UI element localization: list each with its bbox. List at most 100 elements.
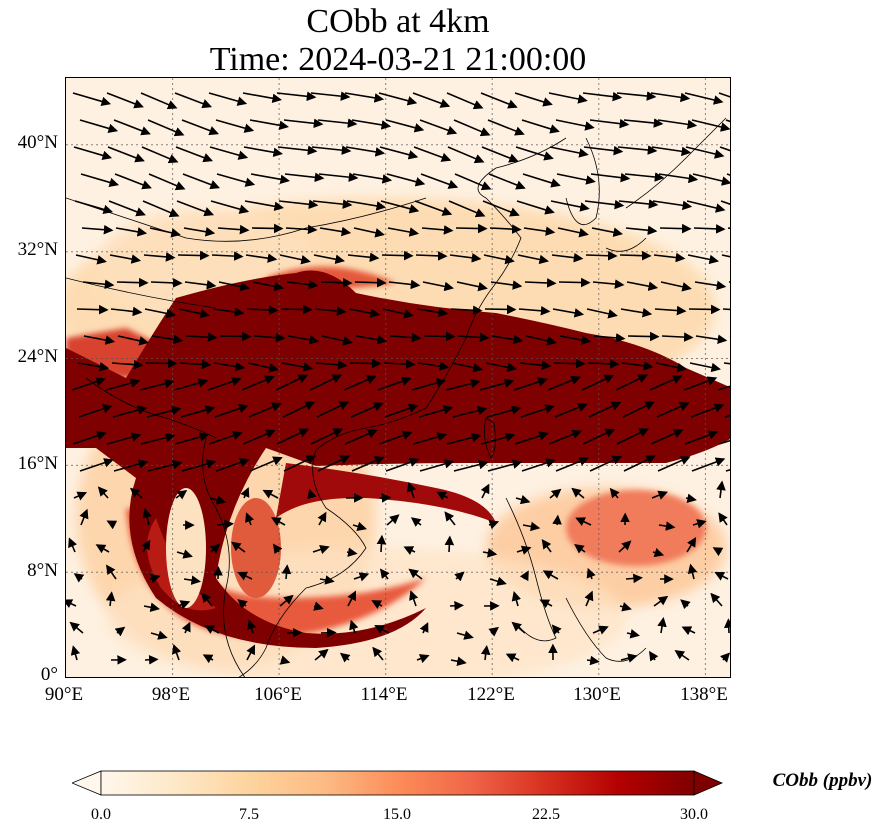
wind-arrow	[650, 92, 691, 103]
wind-arrow	[314, 306, 347, 316]
wind-arrow	[317, 118, 358, 128]
wind-arrow	[314, 648, 329, 661]
colorbar-extend-max	[693, 770, 723, 796]
wind-arrow	[723, 362, 730, 365]
wind-arrow	[413, 146, 452, 162]
wind-arrow	[511, 621, 526, 634]
wind-vectors	[66, 91, 730, 666]
wind-arrow	[175, 489, 188, 500]
wind-arrow	[403, 546, 416, 555]
wind-arrow	[454, 571, 465, 582]
wind-arrow	[319, 226, 352, 237]
colorbar-gradient	[100, 770, 695, 796]
wind-arrow	[172, 643, 182, 661]
wind-arrow	[446, 432, 482, 445]
wind-arrow	[355, 335, 388, 345]
wind-arrow	[559, 335, 592, 345]
wind-arrow	[140, 432, 176, 445]
wind-arrow	[213, 361, 246, 372]
wind-arrow	[215, 457, 250, 472]
wind-arrow	[106, 520, 118, 530]
wind-arrow	[419, 119, 458, 135]
wind-arrow	[554, 402, 588, 418]
wind-arrow	[176, 200, 214, 217]
wind-arrow	[277, 145, 318, 156]
wind-arrow	[541, 539, 552, 553]
wind-arrow	[444, 511, 456, 526]
wind-arrow	[108, 200, 146, 217]
wind-arrow	[315, 360, 348, 370]
wind-arrow	[622, 401, 656, 418]
wind-arrow	[388, 279, 421, 290]
wind-arrow	[449, 600, 464, 611]
wind-arrow	[284, 172, 325, 183]
wind-arrow	[514, 431, 549, 445]
wind-arrow	[590, 172, 631, 183]
wind-arrow	[555, 456, 589, 472]
wind-arrow	[68, 537, 78, 553]
wind-arrow	[555, 119, 595, 131]
wind-arrow	[693, 224, 726, 234]
wind-arrow	[243, 146, 283, 158]
wind-arrow	[525, 335, 557, 346]
wind-arrow	[247, 619, 257, 634]
wind-arrow	[686, 200, 726, 213]
wind-arrow	[246, 305, 279, 315]
wind-arrow	[204, 625, 220, 634]
wind-arrow	[386, 173, 426, 187]
wind-arrow	[244, 200, 284, 212]
wind-arrow	[79, 119, 119, 134]
wind-arrow	[694, 280, 727, 291]
wind-arrow	[106, 432, 142, 445]
wind-arrow	[718, 92, 730, 98]
wind-arrow	[80, 173, 120, 188]
wind-arrow	[422, 281, 454, 292]
wind-arrow	[652, 200, 693, 211]
wind-arrow	[657, 617, 667, 634]
wind-arrow	[105, 378, 141, 391]
wind-arrow	[720, 652, 730, 663]
map-plot-area	[65, 77, 731, 678]
wind-arrow	[486, 405, 522, 418]
wind-arrow	[489, 576, 507, 586]
wind-arrow	[574, 543, 586, 554]
wind-arrow	[586, 308, 618, 319]
wind-arrow	[114, 173, 152, 190]
wind-arrow	[182, 173, 220, 190]
wind-arrow	[209, 495, 227, 505]
wind-arrow	[553, 358, 586, 369]
wind-arrow	[245, 253, 278, 263]
wind-arrow	[74, 200, 114, 215]
wind-arrow	[452, 405, 488, 418]
wind-arrow	[245, 512, 255, 526]
wind-arrow	[282, 401, 316, 418]
wind-arrow	[542, 570, 559, 580]
wind-arrow	[116, 277, 149, 288]
wind-arrow	[310, 91, 351, 101]
wind-arrow	[287, 335, 320, 345]
wind-arrow	[407, 481, 417, 499]
wind-arrow	[110, 306, 143, 317]
wind-arrow	[385, 457, 420, 472]
wind-arrow	[551, 624, 562, 635]
wind-arrow	[716, 480, 726, 499]
wind-arrow	[650, 429, 684, 445]
wind-arrow	[515, 494, 531, 505]
wind-arrow	[280, 304, 313, 315]
wind-arrow	[271, 517, 286, 527]
wind-arrow	[449, 253, 482, 263]
wind-arrow	[283, 118, 324, 129]
wind-arrow	[588, 401, 622, 418]
wind-arrow	[515, 146, 554, 161]
wind-arrow	[219, 331, 252, 342]
wind-arrow	[72, 431, 107, 445]
wind-arrow	[378, 92, 418, 106]
wind-arrow	[73, 491, 88, 501]
wind-arrow	[351, 456, 385, 472]
wind-arrow	[354, 277, 387, 288]
wind-arrow	[415, 251, 448, 261]
wind-arrow	[141, 539, 151, 553]
wind-arrow	[521, 458, 556, 472]
wind-arrow	[343, 375, 377, 391]
wind-arrow	[649, 650, 659, 662]
